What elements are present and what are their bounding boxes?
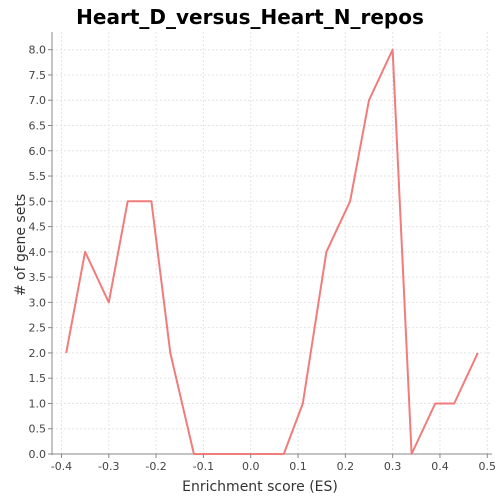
x-tick-label: -0.1 <box>193 460 214 473</box>
y-tick-label: 6.0 <box>29 145 47 158</box>
x-tick-label: 0.0 <box>242 460 260 473</box>
chart-title: Heart_D_versus_Heart_N_repos <box>76 5 424 29</box>
x-tick-label: -0.4 <box>51 460 72 473</box>
x-tick-label: 0.2 <box>337 460 355 473</box>
y-tick-label: 0.0 <box>29 448 47 461</box>
x-tick-label: 0.4 <box>431 460 449 473</box>
x-tick-label: -0.2 <box>145 460 166 473</box>
x-tick-label: 0.1 <box>289 460 307 473</box>
y-tick-label: 4.0 <box>29 246 47 259</box>
x-tick-label: 0.3 <box>384 460 402 473</box>
y-tick-label: 4.5 <box>29 221 47 234</box>
y-tick-label: 1.0 <box>29 397 47 410</box>
y-tick-label: 7.0 <box>29 94 47 107</box>
y-tick-label: 2.5 <box>29 322 47 335</box>
y-tick-label: 1.5 <box>29 372 47 385</box>
x-axis-label: Enrichment score (ES) <box>182 479 338 495</box>
series-layer <box>65 48 479 455</box>
y-tick-label: 3.5 <box>29 271 47 284</box>
y-tick-label: 6.5 <box>29 119 47 132</box>
y-tick-label: 5.5 <box>29 170 47 183</box>
y-tick-label: 5.0 <box>29 195 47 208</box>
axes-layer <box>51 32 492 455</box>
grid-layer <box>52 32 492 455</box>
ticks-layer: 0.0 0.5 1.0 1.5 2.0 2.5 3.0 3.5 4.0 4.5 5.0 5.5 6.0 6… <box>29 44 497 473</box>
y-axis-label: # of gene sets <box>13 194 29 296</box>
y-tick-label: 2.0 <box>29 347 47 360</box>
series-line <box>65 48 479 455</box>
y-tick-label: 8.0 <box>29 44 47 57</box>
y-tick-label: 3.0 <box>29 296 47 309</box>
x-tick-label: -0.3 <box>98 460 119 473</box>
y-tick-label: 7.5 <box>29 69 47 82</box>
x-tick-label: 0.5 <box>479 460 497 473</box>
y-tick-label: 0.5 <box>29 423 47 436</box>
